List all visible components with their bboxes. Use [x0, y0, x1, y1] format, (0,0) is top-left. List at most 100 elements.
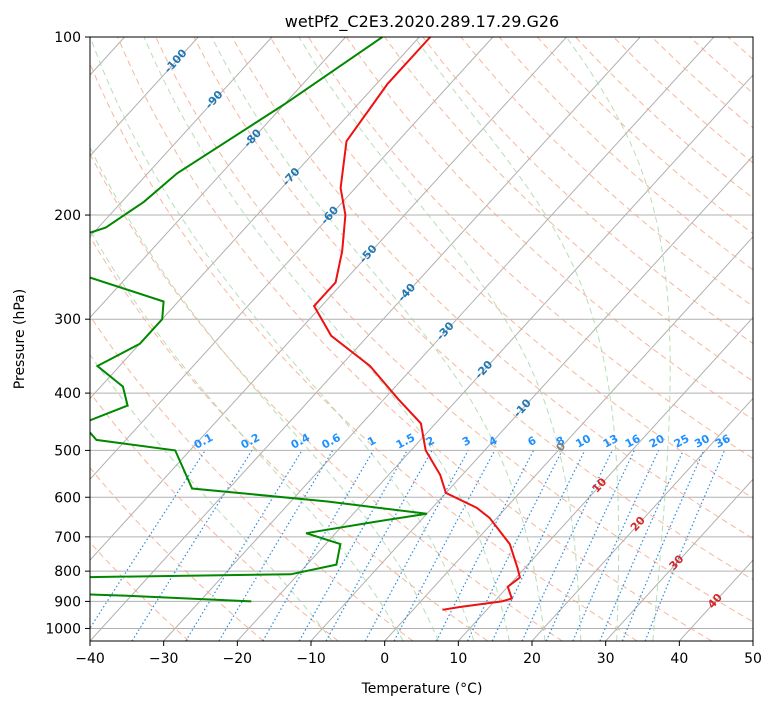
y-tick-label: 1000 — [45, 621, 81, 637]
dry-adiabat-line — [269, 37, 753, 499]
moist-adiabat-line — [565, 37, 671, 641]
x-tick-label: −40 — [75, 651, 105, 667]
mixing-ratio-label: 13 — [601, 432, 621, 451]
x-axis-label: Temperature (°C) — [361, 681, 483, 697]
x-tick-label: 0 — [380, 651, 389, 667]
moist-adiabat-line — [90, 229, 404, 641]
dry-adiabat-line — [155, 37, 753, 623]
mixing-ratio-label: 25 — [672, 432, 692, 451]
x-tick-label: 30 — [597, 651, 615, 667]
dry-adiabat-line — [307, 37, 753, 460]
mixing-ratio-line — [262, 450, 374, 641]
isotherm-line — [457, 316, 753, 641]
y-axis-label: Pressure (hPa) — [12, 289, 28, 389]
mixing-ratio-label: 1 — [365, 434, 378, 449]
mixing-ratio-line — [90, 450, 206, 630]
mixing-ratio-line — [131, 450, 253, 641]
isotherm-line — [90, 37, 199, 157]
moist-adiabat-line — [90, 353, 333, 641]
plot-frame — [89, 36, 754, 642]
mixing-ratio-label: 36 — [713, 432, 733, 451]
dewpoint-trace — [90, 37, 428, 603]
isotherm-line — [236, 74, 753, 641]
mixing-ratio-label: 0.1 — [192, 431, 215, 452]
x-tick-label: 10 — [449, 651, 467, 667]
mixing-ratio-label: 0.4 — [289, 431, 313, 452]
y-tick-label: 400 — [54, 386, 81, 402]
dry-adiabat-line — [90, 391, 339, 641]
y-tick-label: 500 — [54, 443, 81, 459]
dry-adiabat-line — [231, 37, 753, 540]
chart-title: wetPf2_C2E3.2020.289.17.29.G26 — [285, 12, 559, 32]
mixing-ratio-line — [545, 450, 635, 641]
dry-adiabat-line — [536, 37, 753, 235]
mixing-ratio-line — [364, 450, 469, 641]
mixing-ratio-line — [435, 450, 535, 641]
y-tick-label: 100 — [54, 30, 81, 46]
y-tick-label: 300 — [54, 312, 81, 328]
y-tick-label: 700 — [54, 530, 81, 546]
mixing-ratio-line — [644, 450, 726, 641]
dry-adiabat-line — [727, 37, 753, 60]
moist-adiabat-line — [90, 146, 439, 641]
dry-adiabat-line — [90, 62, 638, 641]
line-labels: 0.1 0.2 0.4 0.6 1 1.5 2 3 4 6 8 10 13 16 20 25 30 36-100-… — [162, 46, 733, 611]
isotherm-line — [90, 37, 567, 561]
y-tick-label: 800 — [54, 564, 81, 580]
mixing-ratio-label: 3 — [460, 434, 473, 449]
mixing-ratio-label: 30 — [692, 432, 712, 451]
mixing-ratio-label: 16 — [623, 432, 643, 451]
dry-adiabat-line — [689, 37, 753, 94]
axes: −40 −30 −20 −10 0 10 20 30 40 5010020030040050060… — [45, 30, 762, 667]
mixing-ratio-label: 20 — [647, 432, 667, 451]
sounding-traces — [90, 37, 522, 611]
mixing-ratio-label: 10 — [573, 432, 593, 451]
x-tick-label: −20 — [223, 651, 253, 667]
dry-adiabat-line — [575, 37, 753, 199]
mixing-ratio-line — [621, 450, 705, 641]
isotherm-line — [90, 37, 273, 238]
isotherm-line — [90, 37, 346, 319]
isotherm-line — [384, 235, 753, 641]
dry-adiabat-line — [90, 467, 264, 641]
mixing-ratio-line — [572, 450, 660, 641]
mixing-ratio-label: 1.5 — [394, 431, 417, 452]
moist-adiabat-line — [414, 37, 620, 641]
dry-adiabat-line — [117, 37, 712, 641]
dry-adiabat-line — [346, 37, 753, 421]
dry-adiabat-line — [90, 314, 414, 641]
dry-adiabat-line — [460, 37, 753, 308]
dry-adiabat-line — [90, 235, 488, 641]
dry-adiabat-line — [90, 541, 190, 641]
moist-adiabat-line — [211, 37, 546, 641]
mixing-ratio-line — [298, 450, 408, 641]
mixing-ratio-line — [466, 450, 563, 641]
x-tick-label: −30 — [149, 651, 179, 667]
isotherm-line — [90, 37, 641, 641]
y-tick-label: 200 — [54, 208, 81, 224]
y-tick-label: 600 — [54, 490, 81, 506]
mixing-ratio-label: 0.2 — [239, 431, 262, 452]
moist-adiabat-line — [90, 37, 475, 641]
moist-adiabat-line — [143, 37, 510, 641]
x-tick-label: 40 — [670, 651, 688, 667]
isotherm-line — [90, 37, 494, 481]
mixing-ratio-line — [599, 450, 684, 641]
x-tick-label: −10 — [296, 651, 326, 667]
mixing-ratio-line — [325, 450, 433, 641]
mixing-ratio-line — [491, 450, 586, 641]
dry-adiabat-line — [193, 37, 753, 581]
moist-adiabat-line — [298, 37, 582, 641]
mixing-ratio-label: 6 — [526, 434, 539, 449]
dry-adiabat-line — [90, 152, 563, 641]
background-lines — [90, 37, 753, 641]
isotherm-line — [605, 478, 753, 641]
mixing-ratio-line — [393, 450, 496, 641]
y-tick-label: 900 — [54, 594, 81, 610]
temperature-trace — [312, 37, 522, 611]
isotherm-line — [531, 397, 753, 641]
x-tick-label: 20 — [523, 651, 541, 667]
isotherm-line — [752, 640, 753, 641]
mixing-ratio-line — [185, 450, 303, 641]
